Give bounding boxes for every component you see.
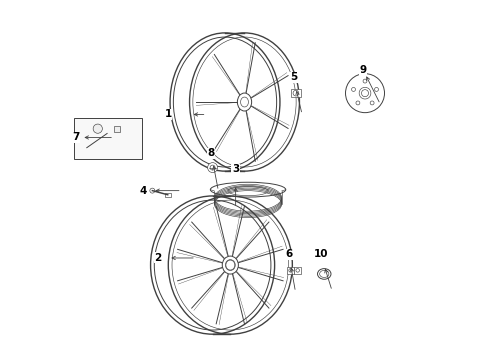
Bar: [114, 126, 120, 132]
Text: 5: 5: [289, 72, 296, 82]
Text: 9: 9: [359, 65, 366, 75]
Text: 6: 6: [285, 249, 292, 260]
Text: 1: 1: [164, 109, 172, 120]
Bar: [164, 193, 170, 197]
Text: 10: 10: [313, 249, 327, 260]
Circle shape: [369, 101, 373, 105]
Circle shape: [288, 269, 292, 272]
Ellipse shape: [317, 269, 330, 279]
Bar: [287, 267, 293, 274]
Circle shape: [362, 79, 366, 83]
Circle shape: [358, 87, 370, 99]
Text: 4: 4: [140, 186, 147, 195]
Bar: [290, 89, 300, 98]
Circle shape: [345, 74, 384, 113]
Text: 2: 2: [154, 253, 161, 263]
Text: 7: 7: [72, 132, 80, 143]
Circle shape: [295, 269, 299, 272]
Circle shape: [149, 188, 155, 193]
Circle shape: [93, 124, 102, 133]
Ellipse shape: [319, 270, 328, 278]
Circle shape: [207, 163, 217, 172]
Circle shape: [361, 90, 368, 97]
Text: 8: 8: [207, 148, 214, 158]
Bar: [294, 267, 300, 274]
Text: 3: 3: [231, 165, 239, 174]
Circle shape: [374, 87, 378, 91]
Circle shape: [210, 165, 215, 170]
Circle shape: [292, 90, 298, 96]
Bar: [74, 118, 142, 159]
Circle shape: [355, 101, 359, 105]
Circle shape: [351, 87, 355, 91]
